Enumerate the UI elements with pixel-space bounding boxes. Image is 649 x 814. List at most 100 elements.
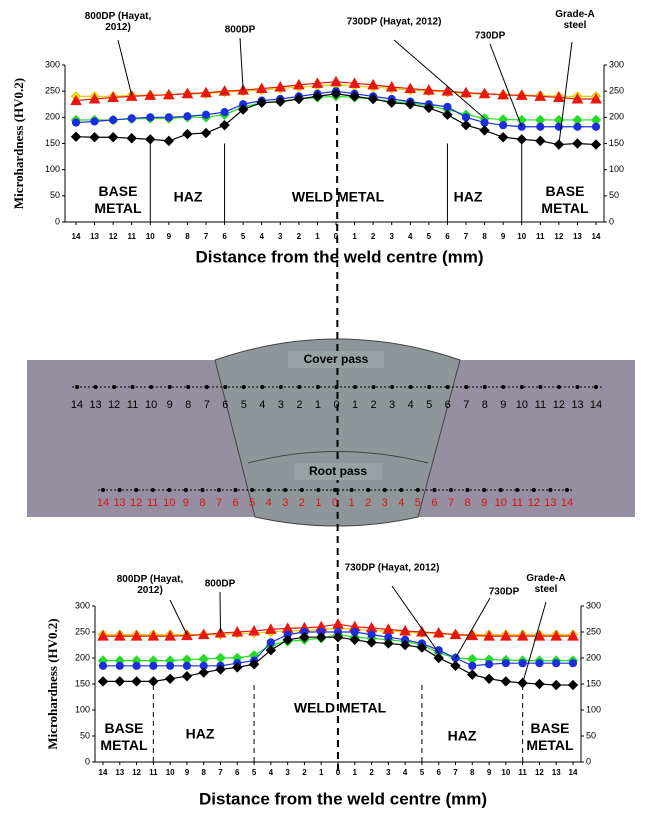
x-tick-label: 3 [278, 232, 283, 241]
root-number: 8 [199, 497, 205, 509]
region-label: HAZ [438, 189, 498, 206]
root-number: 7 [216, 497, 222, 509]
page: {"chart_data": [ {"type": "line", "xlabe… [0, 0, 649, 814]
y-tick-label: 200 [45, 112, 60, 122]
y2-tick-label: 100 [609, 164, 624, 174]
marker [184, 113, 191, 120]
root-number: 8 [465, 497, 471, 509]
marker [500, 122, 507, 129]
marker [133, 662, 140, 669]
marker [462, 121, 471, 130]
leader-line [170, 600, 187, 635]
x-tick-label: 4 [408, 232, 413, 241]
marker [99, 662, 106, 669]
x-tick-label: 4 [269, 768, 274, 777]
series-label: Grade-A steel [545, 9, 605, 31]
x-tick-label: 11 [536, 232, 545, 241]
x-tick-label: 8 [470, 768, 475, 777]
region-label: BASE METAL [535, 183, 595, 217]
y2-tick-label: 300 [609, 59, 624, 69]
marker [267, 639, 274, 646]
marker [462, 114, 469, 121]
leader-line [220, 592, 221, 633]
x-tick-label: 7 [453, 768, 458, 777]
cover-number: 11 [535, 399, 546, 411]
x-tick-label: 7 [218, 768, 223, 777]
x-tick-label: 1 [352, 232, 357, 241]
x-tick-label: 6 [235, 768, 240, 777]
x-tick-label: 5 [427, 232, 432, 241]
marker [569, 681, 578, 690]
marker [481, 119, 488, 126]
cover-number: 5 [241, 399, 247, 411]
x-tick-label: 10 [501, 768, 510, 777]
x-tick-label: 1 [353, 768, 358, 777]
y2-tick-label: 200 [586, 652, 601, 662]
series-label: 800DP [210, 25, 270, 36]
x-tick-label: 9 [167, 232, 172, 241]
series-label: 800DP (Hayat, 2012) [105, 574, 195, 596]
region-label: BASE METAL [94, 720, 154, 754]
x-tick-label: 0 [336, 768, 341, 777]
root-number: 14 [97, 497, 109, 509]
cover-number: 7 [204, 399, 210, 411]
marker [72, 119, 79, 126]
x-tick-label: 13 [115, 768, 124, 777]
cover-number: 12 [108, 399, 120, 411]
marker [553, 660, 560, 667]
cover-number: 6 [222, 399, 228, 411]
marker [485, 661, 492, 668]
x-tick-label: 11 [518, 768, 527, 777]
series-label: 730DP (Hayat, 2012) [337, 563, 447, 574]
x-tick-label: 1 [315, 232, 320, 241]
marker [221, 109, 228, 116]
marker [480, 126, 489, 135]
x-tick-label: 10 [166, 768, 175, 777]
root-number: 11 [147, 497, 158, 509]
y-axis-label: Microhardness (HV0.2) [11, 78, 26, 209]
cover-number: 8 [185, 399, 191, 411]
y-tick-label: 0 [55, 216, 60, 226]
cover-pass-label: Cover pass [304, 352, 369, 366]
marker [182, 672, 191, 681]
marker [183, 130, 192, 139]
marker [165, 114, 172, 121]
root-number: 1 [349, 497, 355, 509]
series-label: 800DP [190, 579, 250, 590]
root-number: 10 [495, 497, 507, 509]
x-tick-label: 1 [319, 768, 324, 777]
x-tick-label: 9 [185, 768, 190, 777]
marker [502, 660, 509, 667]
cover-number: 2 [296, 399, 302, 411]
root-number: 10 [163, 497, 175, 509]
marker [592, 140, 601, 149]
y2-tick-label: 50 [609, 190, 619, 200]
cover-number: 2 [371, 399, 377, 411]
marker [146, 135, 155, 144]
root-number: 13 [113, 497, 125, 509]
y-axis-label: Microhardness (HV0.2) [45, 618, 60, 749]
marker [536, 660, 543, 667]
marker [72, 132, 81, 141]
marker [537, 123, 544, 130]
leader-line [523, 602, 546, 683]
x-tick-label: 2 [297, 232, 302, 241]
y-tick-label: 0 [85, 756, 90, 766]
y2-tick-label: 50 [586, 730, 596, 740]
cover-number: 10 [516, 399, 528, 411]
x-tick-label: 8 [482, 232, 487, 241]
root-number: 13 [544, 497, 556, 509]
x-axis-label: Distance from the weld centre (mm) [199, 789, 487, 808]
root-number: 14 [561, 497, 573, 509]
x-tick-label: 12 [535, 768, 544, 777]
x-tick-label: 3 [386, 768, 391, 777]
root-number: 6 [431, 497, 437, 509]
root-number: 5 [249, 497, 255, 509]
region-label: WELD METAL [260, 700, 420, 717]
x-tick-label: 14 [99, 768, 108, 777]
marker [149, 677, 158, 686]
marker [499, 133, 508, 142]
cover-number: 7 [463, 399, 469, 411]
marker [351, 628, 358, 635]
region-label: HAZ [158, 189, 218, 206]
